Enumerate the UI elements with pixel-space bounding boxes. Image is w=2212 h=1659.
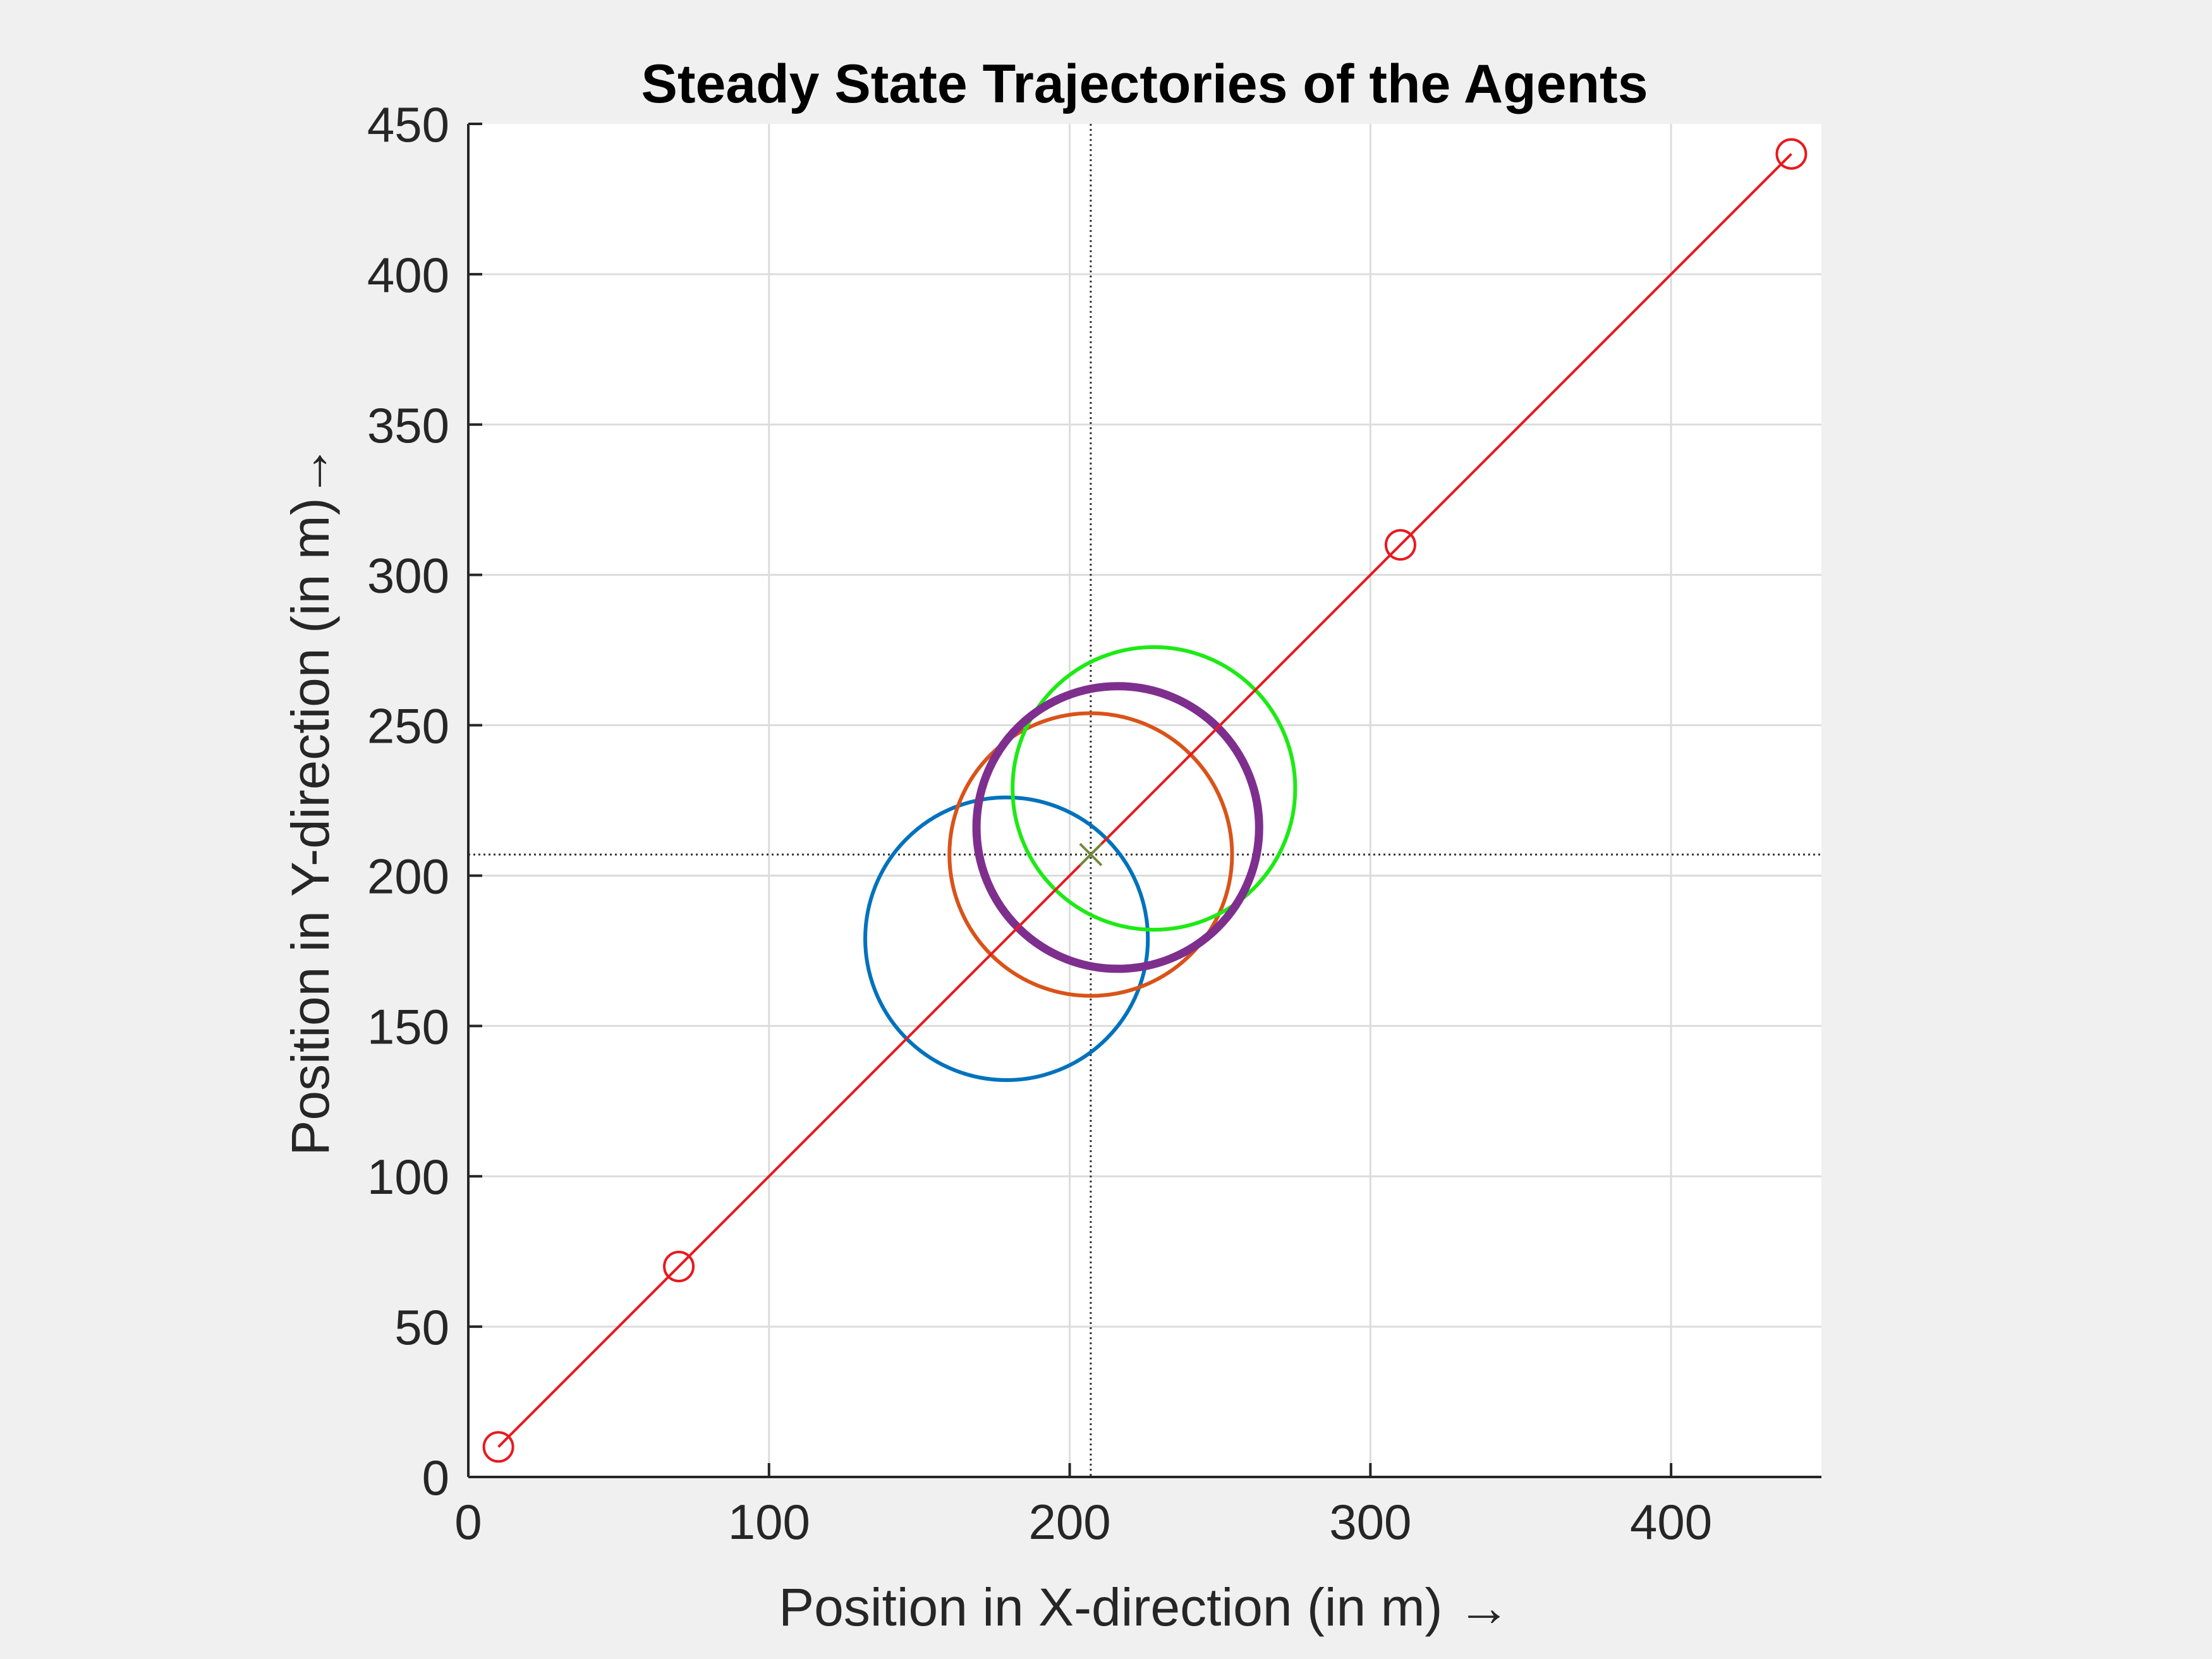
series-line <box>497 153 1792 1448</box>
x-tick-label: 300 <box>1329 1494 1411 1550</box>
center-marker <box>1079 842 1103 866</box>
y-tick-label: 100 <box>367 1149 449 1205</box>
y-tick-label: 250 <box>367 698 449 754</box>
trajectory-circle-1 <box>863 795 1150 1082</box>
series-marker <box>663 1250 695 1282</box>
x-axis-label: Position in X-direction (in m) → <box>779 1577 1510 1637</box>
series-marker <box>1384 529 1416 561</box>
x-tick-labels: 0 100 200 300 400 <box>454 1494 1712 1550</box>
line-series <box>482 138 1808 1463</box>
center-marker-stroke <box>1079 842 1103 866</box>
trajectory-circle-4 <box>972 682 1263 973</box>
x-tick-label: 200 <box>1028 1494 1110 1550</box>
x-tick-label: 0 <box>454 1494 482 1550</box>
y-tick-label: 200 <box>367 848 449 904</box>
crosshair <box>468 124 1821 1477</box>
y-tick-label: 400 <box>367 247 449 303</box>
y-axis-label: Position in Y-direction (in m)→ <box>281 444 340 1155</box>
x-tick-label: 400 <box>1630 1494 1712 1550</box>
y-tick-label: 350 <box>367 398 449 453</box>
y-tick-label: 450 <box>367 97 449 152</box>
x-tick-label: 100 <box>728 1494 810 1550</box>
y-tick-labels: 0 50 100 150 200 250 300 350 400 450 <box>367 97 449 1505</box>
y-tick-label: 300 <box>367 548 449 604</box>
y-tick-label: 150 <box>367 999 449 1054</box>
trajectory-circles <box>863 645 1297 1082</box>
series-marker <box>482 1431 514 1463</box>
y-tick-label: 50 <box>394 1299 449 1355</box>
trajectory-circle-3 <box>1011 645 1297 932</box>
y-tick-label: 0 <box>422 1450 449 1505</box>
series-marker <box>1775 138 1808 170</box>
trajectory-circle-2 <box>947 711 1234 998</box>
grid <box>468 124 1821 1477</box>
chart-title: Steady State Trajectories of the Agents <box>641 54 1648 114</box>
axes <box>467 123 1821 1478</box>
